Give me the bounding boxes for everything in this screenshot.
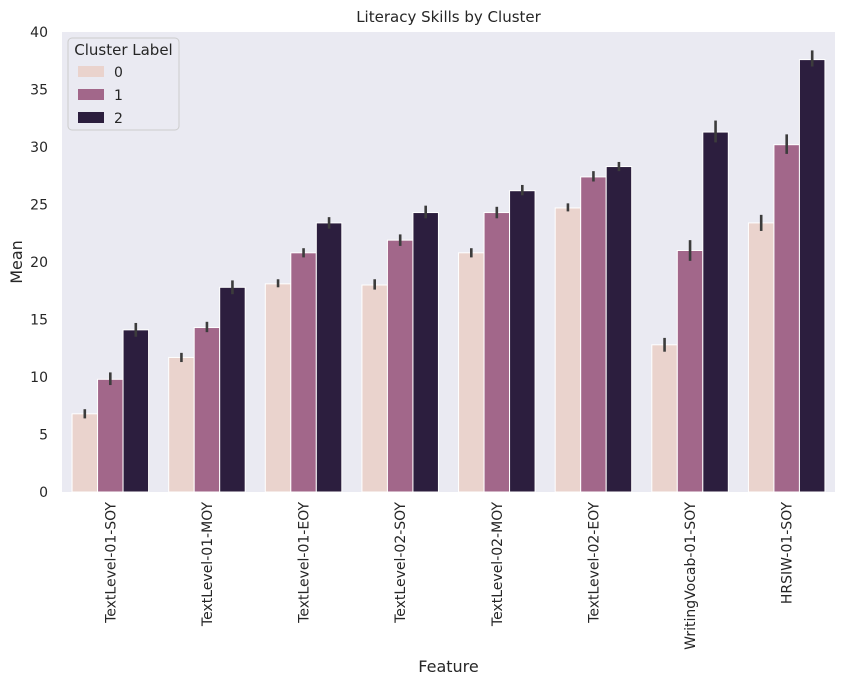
- bar: [193, 327, 221, 493]
- y-tick-label: 0: [39, 485, 48, 501]
- error-bars-group: [83, 50, 814, 419]
- bar: [702, 131, 729, 493]
- legend-label: 2: [114, 111, 123, 127]
- bar: [798, 59, 826, 493]
- bar: [605, 166, 633, 493]
- y-tick-label: 5: [39, 428, 48, 444]
- bar: [676, 250, 704, 493]
- x-axis-title: Feature: [418, 657, 478, 676]
- y-tick-label: 15: [30, 313, 48, 329]
- bar: [509, 190, 536, 493]
- y-axis: 0 5 10 15 20 25 30 35 40: [30, 25, 48, 501]
- legend-label: 1: [114, 88, 123, 104]
- bar: [264, 283, 292, 493]
- y-tick-label: 35: [30, 83, 48, 99]
- bar: [71, 413, 99, 493]
- bar: [219, 286, 246, 493]
- bar: [386, 239, 414, 493]
- x-tick-label: TextLevel-01-EOY: [297, 502, 313, 624]
- x-tick-label: HRSIW-01-SOY: [780, 502, 796, 605]
- chart-title: Literacy Skills by Cluster: [356, 8, 541, 26]
- bar: [580, 176, 607, 493]
- x-tick-label: TextLevel-01-SOY: [103, 502, 119, 624]
- bar: [773, 144, 800, 493]
- legend-swatch: [78, 112, 104, 123]
- legend-swatch: [78, 66, 104, 77]
- x-tick-label: TextLevel-02-MOY: [490, 502, 506, 628]
- bar: [290, 252, 317, 493]
- bars-group: [71, 59, 826, 493]
- y-tick-label: 25: [30, 198, 48, 214]
- bar: [458, 252, 485, 493]
- y-tick-label: 10: [30, 370, 48, 386]
- bar: [97, 378, 124, 493]
- y-tick-label: 20: [30, 255, 48, 271]
- legend-swatch: [78, 89, 104, 100]
- bar: [747, 222, 775, 493]
- x-tick-label: TextLevel-02-SOY: [393, 502, 409, 624]
- y-tick-label: 40: [30, 25, 48, 41]
- y-axis-title: Mean: [7, 240, 26, 284]
- bar: [315, 222, 343, 493]
- x-tick-label: TextLevel-01-MOY: [200, 502, 216, 628]
- legend-box: [67, 37, 180, 131]
- bar: [412, 212, 439, 493]
- x-tick-label: TextLevel-02-EOY: [586, 502, 602, 624]
- legend-label: 0: [114, 65, 123, 81]
- legend-title: Cluster Label: [74, 41, 172, 59]
- y-tick-label: 30: [30, 140, 48, 156]
- bar: [554, 207, 582, 493]
- x-tick-label: WritingVocab-01-SOY: [683, 502, 699, 650]
- bar: [651, 344, 678, 493]
- bar: [483, 212, 511, 493]
- bar: [168, 356, 195, 493]
- x-axis: TextLevel-01-SOY TextLevel-01-MOY TextLeve…: [103, 502, 795, 650]
- bar: [122, 329, 150, 493]
- legend: Cluster Label 0 1 2: [67, 37, 180, 131]
- bar: [361, 284, 388, 493]
